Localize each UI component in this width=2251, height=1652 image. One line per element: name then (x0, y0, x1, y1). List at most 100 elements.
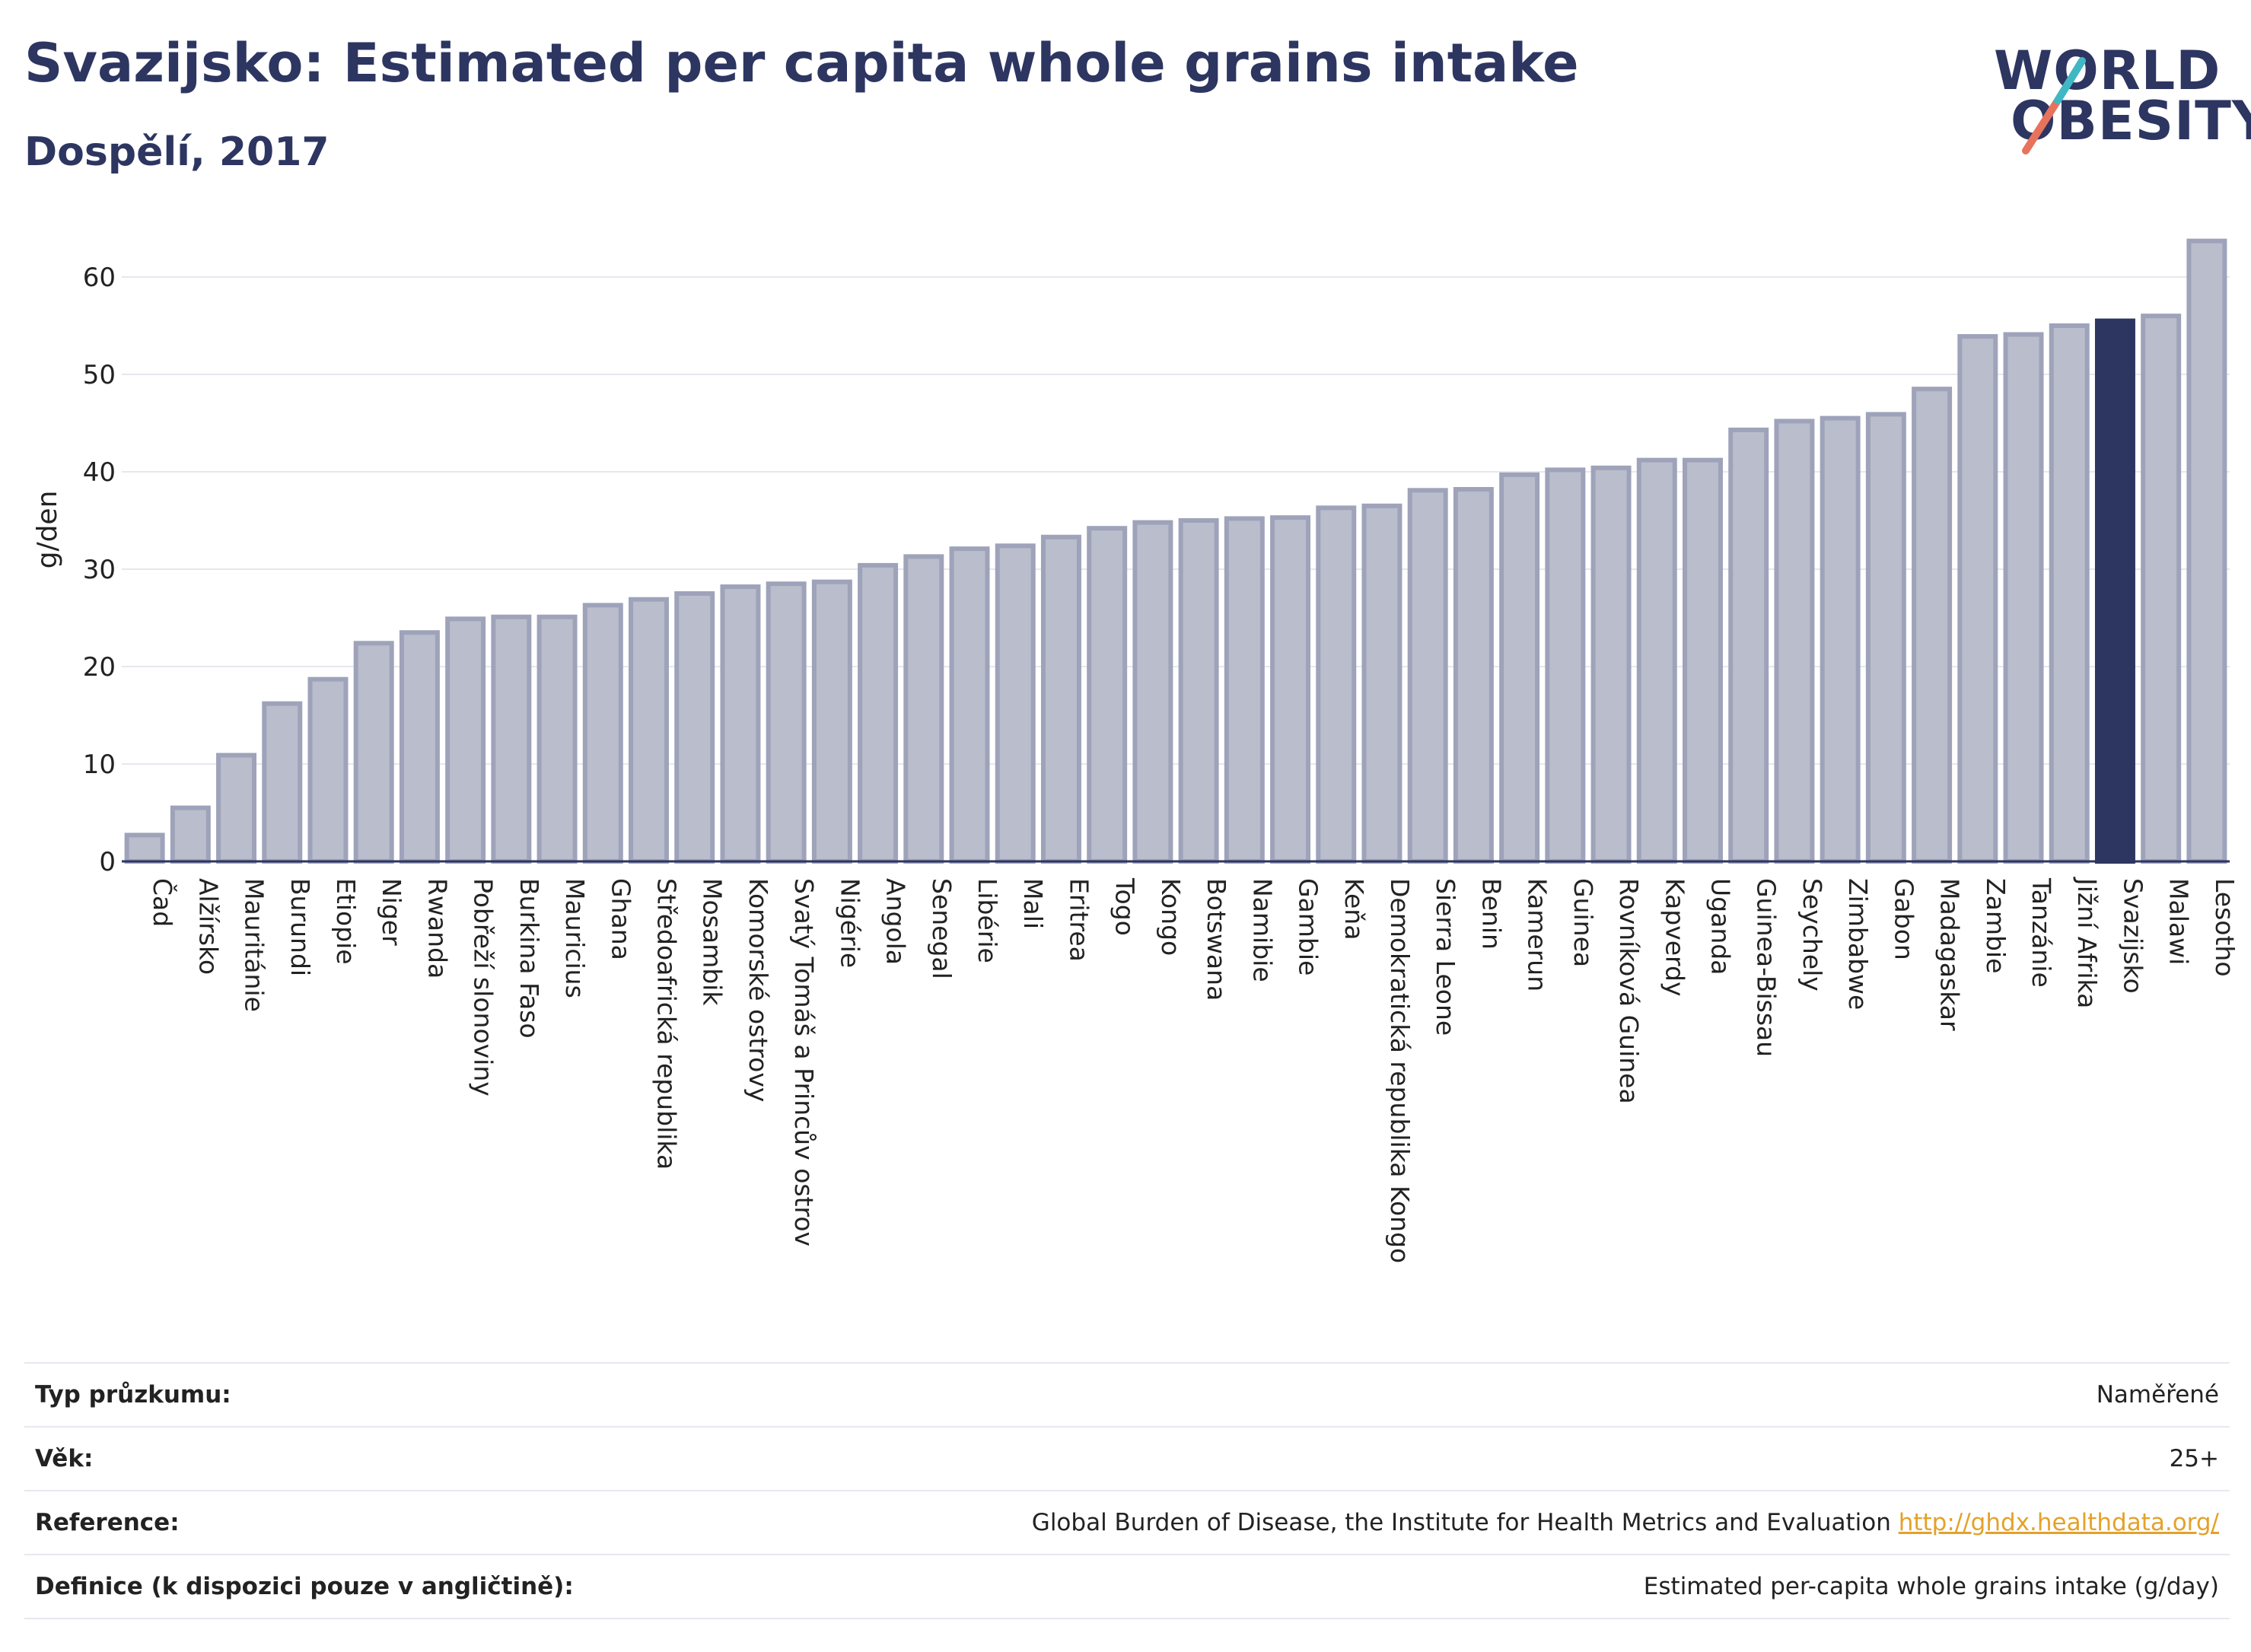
y-tick-label: 40 (83, 457, 116, 488)
bar-Mali[interactable] (995, 543, 1036, 864)
x-tick-label: Guinea-Bissau (1752, 878, 1781, 1057)
x-tick-label: Svazijsko (2118, 878, 2148, 994)
x-tick-label: Sierra Leone (1431, 878, 1460, 1036)
bar-Niger[interactable] (353, 641, 394, 864)
y-tick-label: 0 (99, 847, 116, 877)
bar-Demokratická republika Kongo[interactable] (1361, 503, 1402, 864)
x-tick-label: Keňa (1339, 878, 1369, 940)
x-tick-label: Středoafrická republika (652, 878, 682, 1170)
bar-Svatý Tomáš a Princův ostrov[interactable] (766, 581, 807, 864)
x-tick-label: Libérie (973, 878, 1002, 963)
x-tick-label: Mauritánie (240, 878, 269, 1012)
bar-Sierra Leone[interactable] (1407, 488, 1448, 864)
bar-Burkina Faso[interactable] (491, 614, 532, 864)
bar-Eritrea[interactable] (1040, 534, 1081, 864)
x-tick-label: Ghana (606, 878, 635, 960)
x-tick-label: Senegal (927, 878, 957, 979)
x-tick-label: Mauricius (560, 878, 590, 998)
bar-Libérie[interactable] (949, 546, 990, 864)
bar-Zimbabwe[interactable] (1820, 415, 1861, 864)
bar-Keňa[interactable] (1316, 505, 1357, 864)
bar-Madagaskar[interactable] (1912, 387, 1953, 864)
info-row: Definice (k dispozici pouze v angličtině… (24, 1554, 2230, 1619)
bar-Guinea-Bissau[interactable] (1728, 427, 1769, 864)
x-tick-label: Niger (377, 878, 406, 946)
info-label: Definice (k dispozici pouze v angličtině… (24, 1554, 723, 1619)
bar-Kongo[interactable] (1132, 520, 1173, 864)
bar-Alžírsko[interactable] (170, 805, 211, 864)
info-value-text: Estimated per-capita whole grains intake… (1643, 1573, 2219, 1600)
y-tick-labels: 0 10 20 30 40 50 60 (83, 263, 116, 877)
bar-Togo[interactable] (1087, 526, 1128, 864)
bar-Benin[interactable] (1453, 487, 1494, 864)
bar-Namibie[interactable] (1224, 516, 1265, 864)
x-tick-label: Malawi (2164, 878, 2194, 965)
page-subtitle: Dospělí, 2017 (24, 129, 330, 175)
bar-chart: 0 10 20 30 40 50 60 Čad Alžírsko Mauritánie Burun… (32, 238, 2240, 1263)
info-value-text: 25+ (2169, 1445, 2219, 1472)
bar-Čad[interactable] (124, 832, 165, 864)
info-value: Estimated per-capita whole grains intake… (722, 1554, 2230, 1619)
x-tick-label: Botswana (1202, 878, 1231, 1001)
bar-Komorské ostrovy[interactable] (720, 584, 761, 864)
bar-Mauritánie[interactable] (216, 753, 257, 864)
bar-Zambie[interactable] (1957, 334, 1998, 864)
y-tick-label: 30 (83, 555, 116, 585)
x-tick-label: Pobřeží slonoviny (469, 878, 498, 1097)
bar-Angola[interactable] (858, 562, 899, 864)
bar-Guinea[interactable] (1545, 467, 1586, 864)
bar-Rwanda[interactable] (399, 630, 440, 864)
bar-Pobřeží slonoviny[interactable] (445, 616, 486, 864)
bar-Gambie[interactable] (1270, 515, 1311, 864)
bar-Burundi[interactable] (262, 701, 303, 864)
y-axis-label: g/den (32, 491, 63, 569)
bar-Malawi[interactable] (2141, 314, 2182, 864)
y-tick-label: 20 (83, 652, 116, 683)
bar-Gabon[interactable] (1865, 412, 1906, 864)
bar-Jižní Afrika[interactable] (2049, 323, 2090, 864)
bar-Tanzánie[interactable] (2003, 332, 2044, 864)
info-row: Reference: Global Burden of Disease, the … (24, 1490, 2230, 1555)
x-tick-label: Etiopie (331, 878, 361, 965)
y-tick-label: 50 (83, 360, 116, 390)
info-row: Typ průzkumu: Naměřené (24, 1362, 2230, 1427)
bar-Uganda[interactable] (1683, 457, 1723, 864)
x-tick-label: Angola (881, 878, 911, 965)
bar-Seychely[interactable] (1774, 419, 1815, 864)
x-tick-label: Alžírsko (193, 878, 223, 975)
x-tick-label: Čad (148, 878, 178, 927)
x-tick-label: Rovníková Guinea (1614, 878, 1644, 1104)
reference-link[interactable]: http://ghdx.healthdata.org/ (1898, 1509, 2219, 1536)
bar-Senegal[interactable] (903, 554, 944, 864)
bar-Kamerun[interactable] (1499, 472, 1540, 864)
x-tick-label: Zimbabwe (1843, 878, 1873, 1010)
bar-Mosambik[interactable] (674, 591, 715, 864)
bar-Mauricius[interactable] (536, 614, 578, 864)
bar-Botswana[interactable] (1178, 518, 1219, 864)
x-tick-label: Namibie (1247, 878, 1277, 982)
x-tick-label: Rwanda (422, 878, 452, 979)
bar-Lesotho[interactable] (2186, 238, 2227, 864)
bar-Svazijsko[interactable] (2094, 318, 2135, 864)
x-tick-label: Tanzánie (2027, 877, 2056, 988)
bar-Etiopie[interactable] (307, 676, 349, 864)
x-tick-label: Burkina Faso (514, 878, 544, 1039)
x-tick-label: Seychely (1797, 878, 1827, 992)
info-label: Typ průzkumu: (24, 1362, 723, 1427)
x-tick-labels: Čad Alžírsko Mauritánie Burundi Etiopie Niger… (148, 877, 2240, 1263)
x-tick-label: Madagaskar (1935, 878, 1965, 1031)
x-tick-label: Uganda (1706, 878, 1736, 975)
y-tick-label: 10 (83, 750, 116, 780)
logo-line2: OBESITY (2011, 90, 2251, 152)
x-tick-label: Demokratická republika Kongo (1385, 878, 1415, 1263)
info-value: Naměřené (722, 1362, 2230, 1427)
x-tick-label: Togo (1110, 877, 1140, 936)
x-tick-label: Gabon (1889, 878, 1918, 960)
bar-Středoafrická republika[interactable] (629, 597, 669, 864)
bar-Nigérie[interactable] (811, 579, 852, 864)
bar-Ghana[interactable] (582, 603, 623, 864)
bar-Kapverdy[interactable] (1636, 457, 1677, 864)
x-tick-label: Mali (1018, 878, 1048, 929)
x-tick-label: Kongo (1156, 878, 1186, 956)
bar-Rovníková Guinea[interactable] (1590, 465, 1632, 864)
